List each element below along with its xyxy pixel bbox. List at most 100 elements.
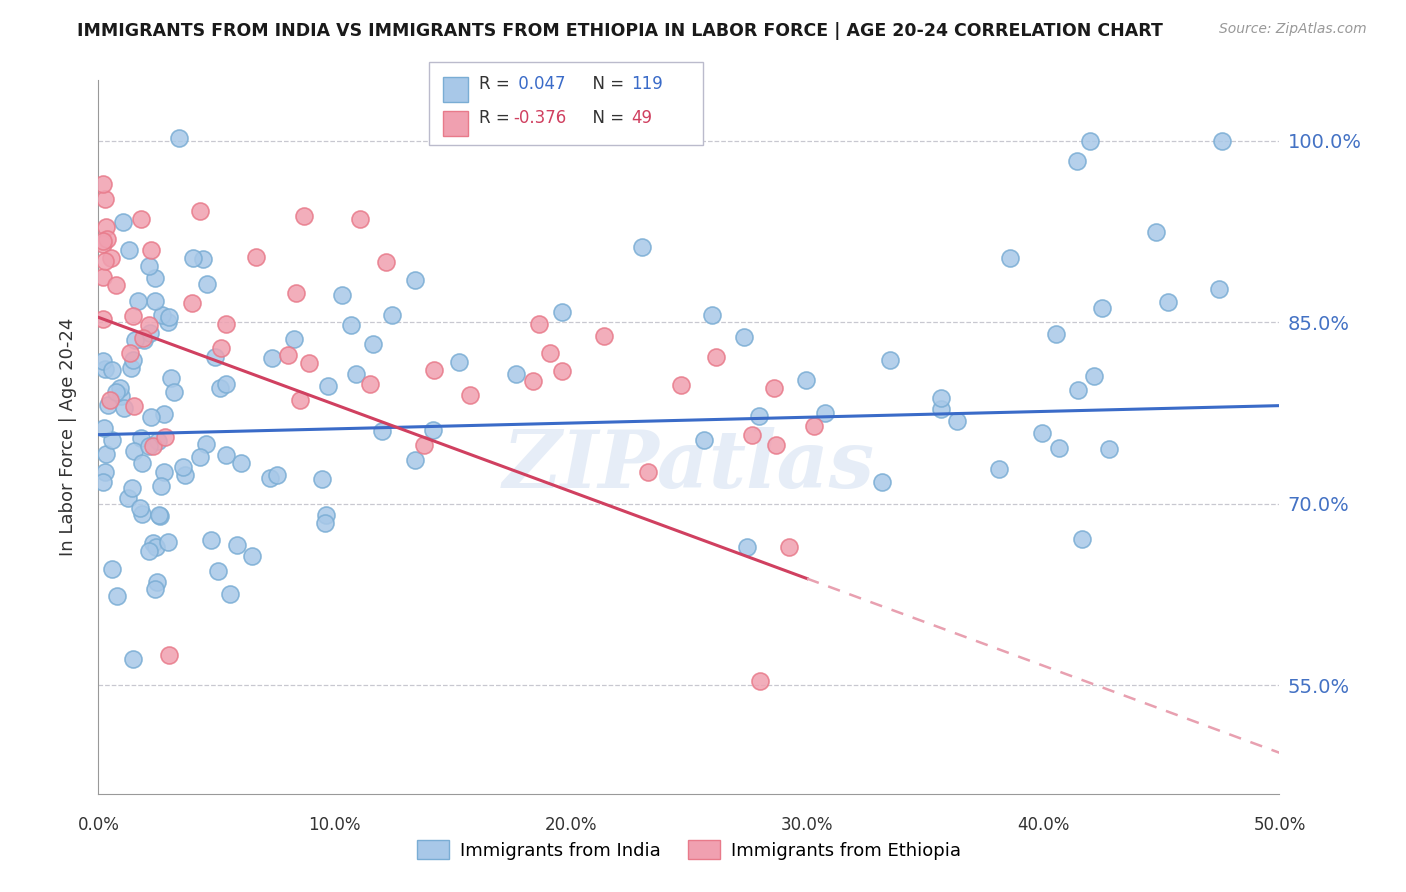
Point: [129, 212, 152, 227]
Point: [693, 433, 716, 447]
Point: [551, 364, 574, 378]
Point: [145, 540, 167, 554]
Point: [150, 479, 173, 493]
Point: [94, 447, 117, 461]
Point: [127, 293, 149, 308]
Point: [91, 234, 114, 248]
Point: [1098, 442, 1121, 457]
Point: [131, 456, 153, 470]
Point: [879, 353, 901, 368]
Point: [94, 253, 117, 268]
Point: [259, 471, 281, 485]
Point: [122, 310, 145, 324]
Point: [314, 516, 336, 531]
Point: [404, 453, 426, 467]
Point: [183, 251, 205, 265]
Text: ZIPatlas: ZIPatlas: [503, 427, 875, 504]
Point: [277, 348, 299, 362]
Point: [105, 589, 128, 603]
Point: [1156, 295, 1178, 310]
Point: [91, 354, 114, 368]
Point: [209, 341, 232, 355]
Text: -0.376: -0.376: [513, 109, 567, 127]
Point: [700, 309, 723, 323]
Point: [422, 423, 444, 437]
Point: [1067, 383, 1090, 397]
Point: [998, 251, 1021, 265]
Point: [1045, 326, 1067, 341]
Point: [167, 131, 190, 145]
Point: [340, 318, 363, 332]
Point: [108, 380, 131, 394]
Point: [157, 534, 180, 549]
Point: [1070, 532, 1092, 546]
Text: 49: 49: [631, 109, 652, 127]
Point: [143, 271, 166, 285]
Text: N =: N =: [582, 109, 630, 127]
Point: [153, 429, 176, 443]
Point: [120, 360, 142, 375]
Point: [315, 508, 337, 522]
Text: R =: R =: [479, 109, 516, 127]
Point: [741, 428, 763, 442]
Point: [706, 350, 728, 364]
Text: 40.0%: 40.0%: [1017, 815, 1070, 834]
Point: [146, 574, 169, 589]
Text: 0.047: 0.047: [513, 75, 565, 93]
Point: [91, 311, 114, 326]
Point: [139, 326, 162, 341]
Point: [375, 255, 398, 269]
Point: [505, 367, 527, 381]
Point: [803, 419, 825, 434]
Point: [146, 434, 169, 449]
Point: [381, 308, 404, 322]
Point: [423, 363, 446, 377]
Text: 0.0%: 0.0%: [77, 815, 120, 834]
Point: [200, 533, 222, 548]
Text: Source: ZipAtlas.com: Source: ZipAtlas.com: [1219, 22, 1367, 37]
Point: [194, 436, 217, 450]
Point: [946, 414, 969, 428]
Point: [1083, 369, 1105, 384]
Point: [240, 549, 263, 563]
Point: [139, 244, 162, 258]
Point: [522, 374, 544, 388]
Point: [142, 535, 165, 549]
Point: [101, 363, 124, 377]
Point: [297, 356, 319, 370]
Point: [94, 465, 117, 479]
Point: [93, 421, 115, 435]
Point: [188, 450, 211, 465]
Point: [91, 236, 114, 251]
Point: [527, 317, 550, 331]
Point: [104, 384, 127, 399]
Point: [637, 465, 659, 479]
Point: [132, 333, 155, 347]
Point: [97, 398, 120, 412]
Point: [180, 296, 202, 310]
Text: 10.0%: 10.0%: [308, 815, 361, 834]
Point: [1066, 154, 1088, 169]
Point: [931, 391, 953, 405]
Point: [139, 410, 162, 425]
Point: [1211, 134, 1233, 148]
Point: [150, 308, 173, 322]
Point: [215, 318, 238, 332]
Point: [149, 508, 172, 523]
Point: [215, 376, 238, 391]
Point: [765, 438, 787, 452]
Point: [290, 393, 312, 408]
Point: [283, 332, 305, 346]
Point: [344, 368, 367, 382]
Point: [551, 304, 574, 318]
Point: [225, 538, 247, 552]
Point: [172, 460, 194, 475]
Point: [153, 407, 176, 421]
Point: [174, 468, 197, 483]
Point: [145, 293, 167, 308]
Point: [349, 211, 371, 226]
Point: [143, 582, 166, 596]
Point: [98, 392, 121, 407]
Point: [813, 406, 835, 420]
Point: [332, 288, 354, 302]
